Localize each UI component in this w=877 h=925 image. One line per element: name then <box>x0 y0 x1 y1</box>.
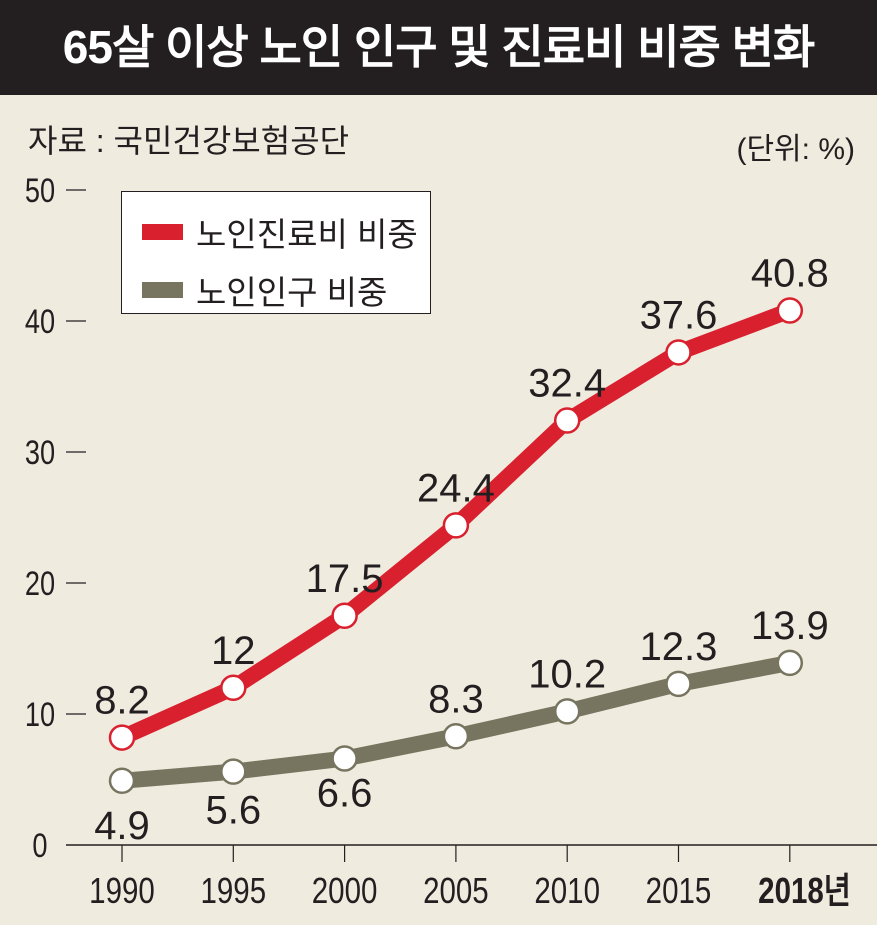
data-point <box>220 758 247 785</box>
y-tick-label: 10 <box>25 695 55 734</box>
data-label: 32.4 <box>528 362 606 406</box>
legend-swatch-medical <box>142 224 183 240</box>
x-tick-label: 2018년 <box>758 870 851 910</box>
y-tick-label: 20 <box>25 564 55 603</box>
data-point <box>776 297 804 324</box>
data-point <box>108 724 136 751</box>
data-label: 8.2 <box>94 679 150 723</box>
x-tick-label: 1995 <box>200 870 266 910</box>
legend-item-medical: 노인진료비 비중 <box>142 208 418 256</box>
legend: 노인진료비 비중 노인인구 비중 <box>121 191 431 314</box>
x-tick-label: 2015 <box>646 870 712 910</box>
unit-note: (단위: %) <box>736 133 855 166</box>
data-point <box>442 512 470 539</box>
data-point <box>553 407 581 434</box>
data-label: 17.5 <box>306 557 384 601</box>
data-label: 4.9 <box>94 804 150 848</box>
data-point <box>665 670 692 698</box>
x-tick-label: 2000 <box>312 870 378 910</box>
data-point <box>108 767 136 795</box>
data-label: 24.4 <box>417 466 495 510</box>
legend-label-medical: 노인진료비 비중 <box>196 216 418 253</box>
data-point <box>553 698 581 725</box>
data-label: 8.3 <box>428 677 484 721</box>
title-bar <box>0 0 877 95</box>
legend-swatch-population <box>142 282 183 298</box>
legend-label-population: 노인인구 비중 <box>196 274 388 311</box>
data-label: 6.6 <box>317 772 373 816</box>
data-label: 40.8 <box>751 252 829 296</box>
y-tick-label: 50 <box>25 171 55 210</box>
data-point <box>442 723 470 750</box>
legend-item-population: 노인인구 비중 <box>142 266 387 314</box>
data-label: 5.6 <box>205 789 261 833</box>
x-tick-label: 1990 <box>89 870 155 910</box>
data-point <box>220 674 247 702</box>
data-label: 13.9 <box>751 604 829 648</box>
y-tick-label: 0 <box>32 826 47 865</box>
y-tick-label: 30 <box>25 433 55 472</box>
y-tick-label: 40 <box>25 302 55 341</box>
x-tick-label: 2005 <box>423 870 489 910</box>
x-tick-label: 2010 <box>534 870 600 910</box>
data-point <box>776 649 804 677</box>
data-point <box>331 602 358 629</box>
data-label: 10.2 <box>528 652 606 696</box>
data-label: 37.6 <box>640 293 718 337</box>
data-label: 12 <box>211 629 256 673</box>
source-note: 자료 : 국민건강보험공단 <box>28 123 350 159</box>
data-point <box>665 339 692 366</box>
chart-title: 65살 이상 노인 인구 및 진료비 비중 변화 <box>62 21 815 73</box>
data-point <box>331 745 358 772</box>
data-label: 12.3 <box>640 625 718 669</box>
